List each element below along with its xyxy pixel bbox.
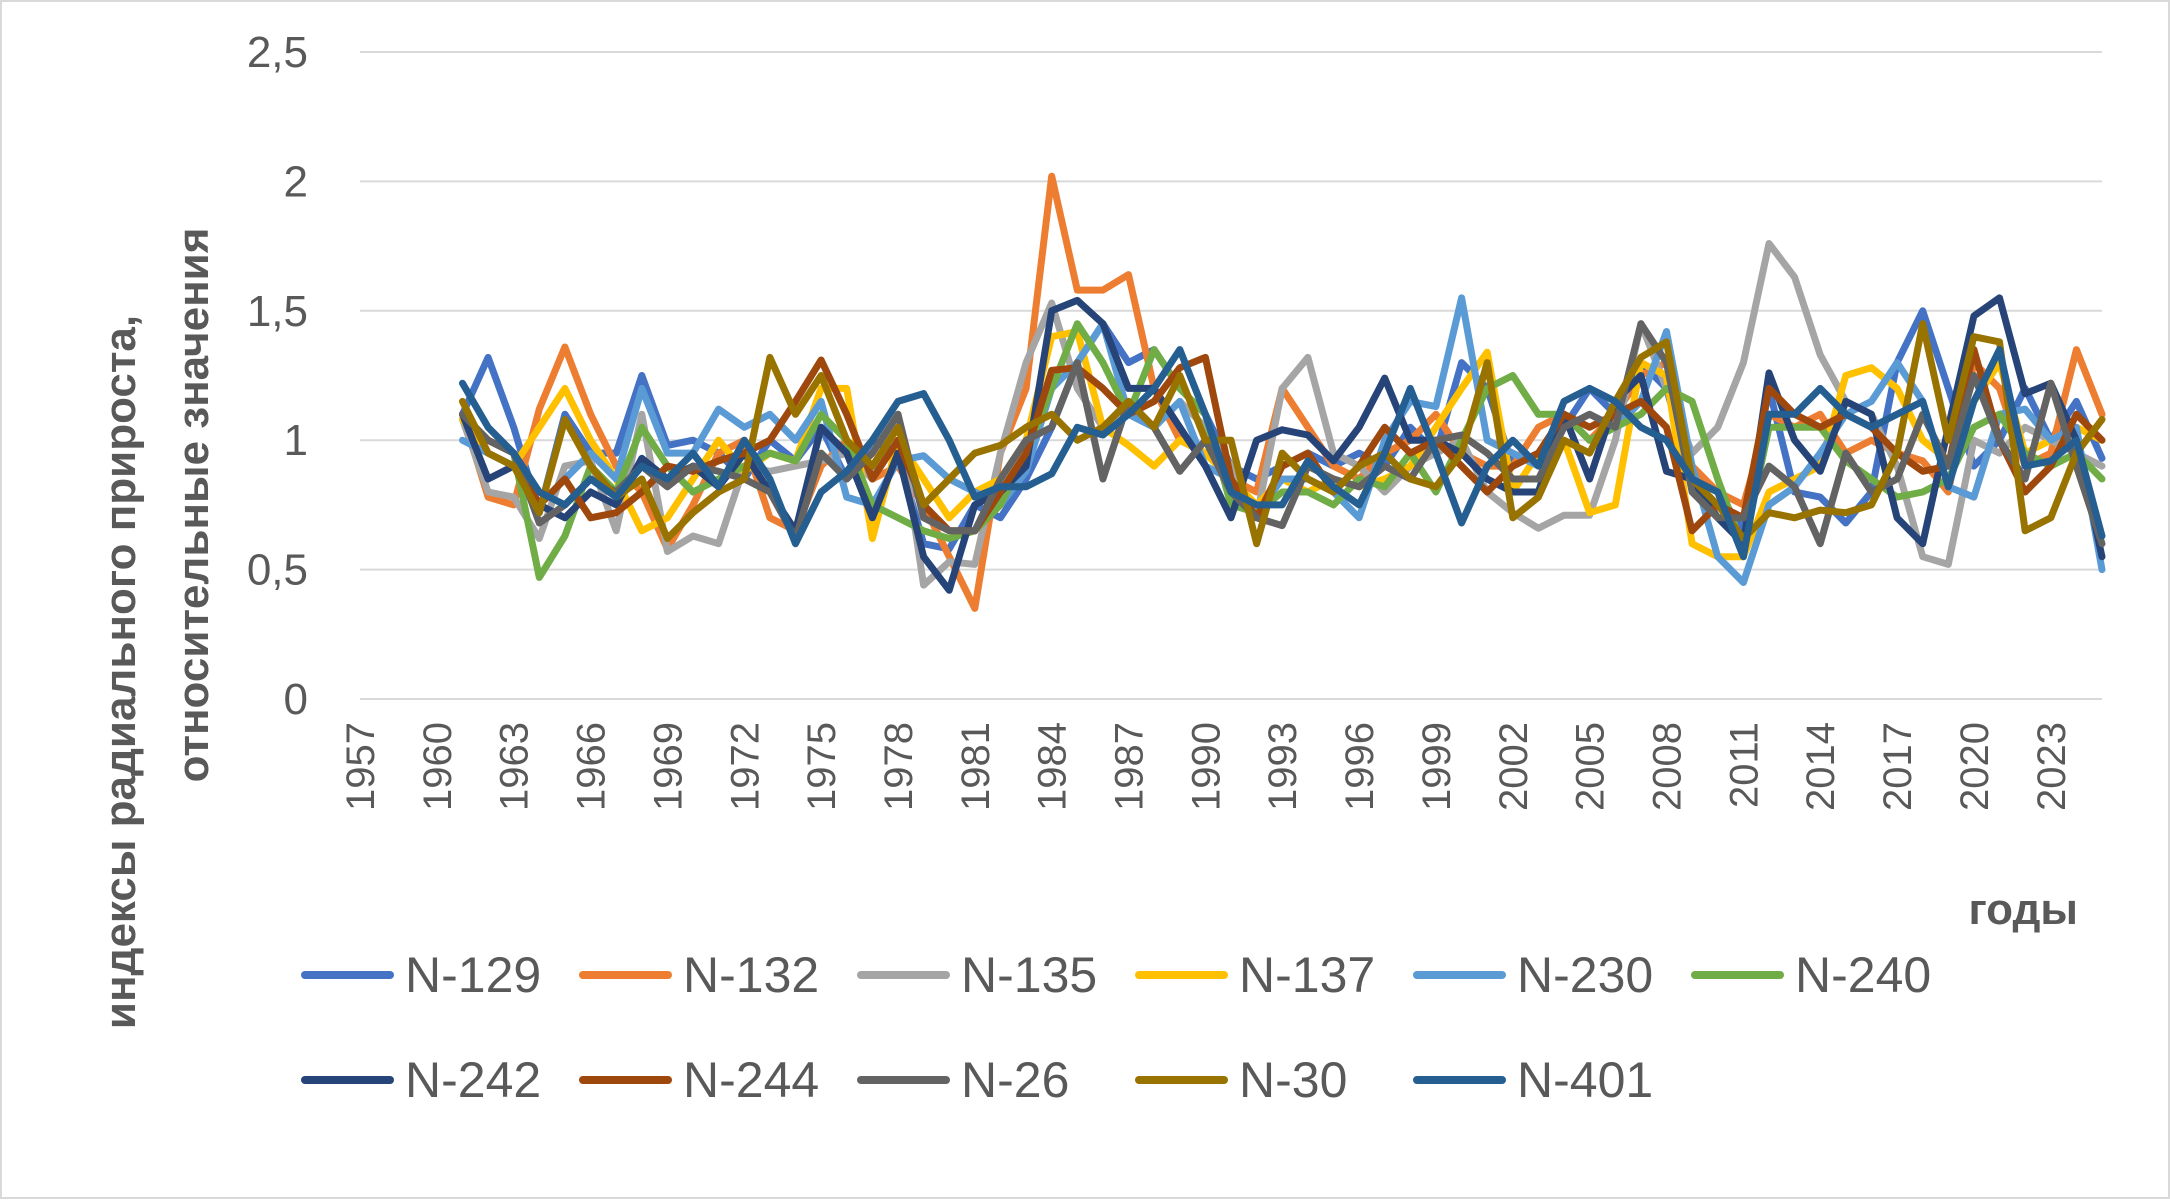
x-tick-label: 2017 — [1876, 722, 1920, 811]
y-tick-label: 2,5 — [247, 28, 308, 77]
legend-label: N-30 — [1239, 1052, 1347, 1108]
legend-label: N-26 — [961, 1052, 1069, 1108]
x-tick-label: 1999 — [1415, 722, 1459, 811]
x-tick-label: 1990 — [1184, 722, 1228, 811]
y-axis-ticks: 0 0,5 1 1,5 2 2,5 — [247, 28, 308, 724]
x-tick-label: 1969 — [646, 722, 690, 811]
y-axis-label-line-1: индексы радиального прироста, — [96, 315, 145, 1029]
x-tick-label: 2011 — [1722, 722, 1766, 808]
x-tick-label: 1981 — [954, 722, 998, 811]
x-axis-ticks: 1957 1960 1963 1966 1969 1972 1975 1978 1981 1984… — [339, 722, 2074, 811]
legend-label: N-135 — [961, 947, 1097, 1003]
y-tick-label: 1,5 — [247, 287, 308, 336]
legend-label: N-132 — [683, 947, 819, 1003]
x-tick-label: 2002 — [1492, 722, 1536, 811]
series-line-n-401 — [459, 346, 2106, 561]
y-axis-label-line-2: относительные значения — [169, 228, 218, 783]
legend-label: N-129 — [405, 947, 541, 1003]
legend-label: N-242 — [405, 1052, 541, 1108]
series-line-n-242 — [459, 294, 2106, 594]
x-tick-label: 1987 — [1108, 722, 1152, 811]
legend-label: N-137 — [1239, 947, 1375, 1003]
y-tick-label: 0,5 — [247, 546, 308, 595]
x-tick-label: 1972 — [723, 722, 767, 811]
legend-label: N-230 — [1517, 947, 1653, 1003]
legend-label: N-401 — [1517, 1052, 1653, 1108]
x-tick-label: 2020 — [1953, 722, 1997, 811]
x-tick-label: 1993 — [1261, 722, 1305, 811]
x-tick-label: 1960 — [416, 722, 460, 811]
x-tick-label: 1984 — [1031, 722, 1075, 811]
x-tick-label: 1978 — [877, 722, 921, 811]
x-tick-label: 2008 — [1646, 722, 1690, 811]
x-tick-label: 2023 — [2030, 722, 2074, 811]
legend: N-129 N-132 N-135 N-137 N-230 N-240 N-242 N-244… — [301, 947, 1931, 1108]
y-tick-label: 0 — [284, 675, 308, 724]
series-line-n-135 — [459, 240, 2106, 589]
x-tick-label: 2005 — [1569, 722, 1613, 811]
x-tick-label: 1996 — [1338, 722, 1382, 811]
series-line-n-30 — [459, 320, 2106, 548]
series-lines — [459, 172, 2106, 612]
x-tick-label: 1963 — [493, 722, 537, 811]
legend-label: N-244 — [683, 1052, 819, 1108]
x-tick-label: 1957 — [339, 722, 383, 811]
y-tick-label: 1 — [284, 416, 308, 465]
legend-label: N-240 — [1795, 947, 1931, 1003]
x-axis-label: годы — [1968, 885, 2078, 934]
x-tick-label: 2014 — [1799, 722, 1843, 811]
x-tick-label: 1966 — [570, 722, 614, 811]
x-tick-label: 1975 — [800, 722, 844, 811]
y-tick-label: 2 — [284, 157, 308, 206]
